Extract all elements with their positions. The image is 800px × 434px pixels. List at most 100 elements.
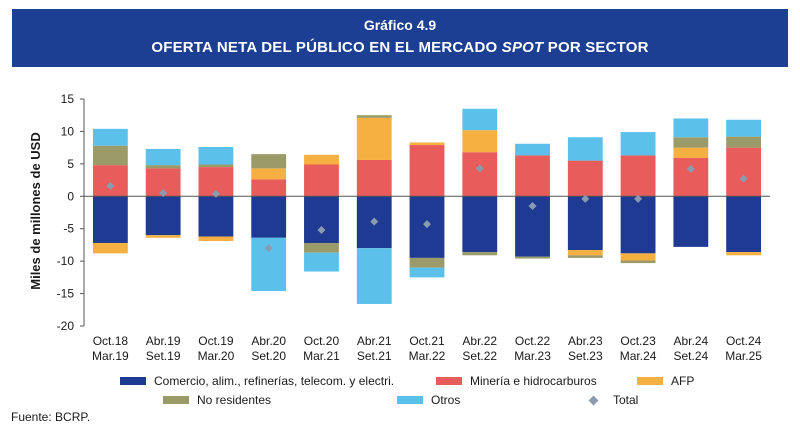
x-tick-label: Set.23 [568, 349, 603, 363]
x-tick-label: Oct.22 [515, 334, 551, 348]
source-note: Fuente: BCRP. [11, 410, 91, 424]
x-tick-label: Oct.21 [409, 334, 445, 348]
figure-number: Gráfico 4.9 [363, 17, 437, 33]
x-tick-label: Abr.23 [568, 334, 603, 348]
bar-segment-no_residentes [673, 137, 709, 148]
y-tick-label: -10 [57, 254, 75, 268]
bar-segment-afp [251, 168, 287, 180]
bar-segment-afp [92, 242, 128, 254]
total-marker [528, 202, 537, 211]
bar-segment-otros [567, 137, 603, 161]
bar-segment-comercio [567, 196, 603, 251]
x-tick-label: Abr.21 [357, 334, 392, 348]
bar-segment-mineria [92, 165, 128, 197]
bar-segment-mineria [356, 159, 392, 197]
bar-segment-afp [726, 252, 762, 256]
bar-segment-no_residentes [356, 115, 392, 118]
x-tick-label: Abr.20 [251, 334, 286, 348]
bar-segment-no_residentes [145, 165, 181, 169]
x-tick-label: Oct.19 [198, 334, 234, 348]
bar-segment-comercio [462, 196, 498, 253]
bar-segment-otros [92, 128, 128, 146]
bar-segment-otros [304, 252, 339, 272]
bar-segment-no_residentes [726, 136, 762, 148]
chart-header: Gráfico 4.9 OFERTA NETA DEL PÚBLICO EN E… [12, 9, 788, 67]
bar-segment-no_residentes [620, 260, 656, 264]
bar-segment-no_residentes [567, 255, 603, 258]
y-tick-label: -20 [57, 319, 75, 333]
x-tick-label: Mar.21 [303, 349, 340, 363]
x-tick-label: Mar.19 [92, 349, 129, 363]
bar-segment-otros [462, 108, 498, 131]
bar-segment-mineria [515, 155, 550, 197]
total-marker [581, 194, 590, 203]
bar-segment-comercio [92, 196, 128, 243]
bar-segment-afp [198, 236, 234, 242]
x-tick-label: Oct.24 [726, 334, 762, 348]
bar-segment-otros [515, 143, 550, 156]
bar-segment-otros [356, 248, 392, 304]
bar-segment-afp [567, 250, 603, 256]
bar-segment-no_residentes [198, 164, 234, 168]
bar-segment-mineria [462, 152, 498, 197]
x-tick-label: Oct.18 [93, 334, 129, 348]
y-tick-label: 5 [67, 157, 74, 171]
bar-segment-mineria [304, 164, 339, 197]
bar-segment-otros [409, 267, 445, 278]
bar-segment-afp [462, 130, 498, 153]
y-tick-label: -15 [57, 287, 75, 301]
x-tick-label: Mar.23 [514, 349, 551, 363]
bar-segment-no_residentes [409, 257, 445, 268]
y-tick-label: 15 [61, 92, 75, 106]
bar-segment-afp [409, 142, 445, 146]
chart-title: OFERTA NETA DEL PÚBLICO EN EL MERCADO SP… [151, 39, 649, 56]
bar-segment-comercio [145, 196, 181, 236]
total-marker [264, 244, 273, 253]
total-marker [211, 189, 220, 198]
bar-segment-mineria [409, 145, 445, 197]
bar-segment-mineria [726, 147, 762, 197]
y-axis-label: Miles de millones de USD [28, 132, 43, 290]
x-tick-label: Set.19 [146, 349, 181, 363]
total-marker [159, 189, 168, 198]
bar-segment-otros [726, 119, 762, 137]
bars-layer [92, 108, 762, 304]
bar-segment-afp [620, 253, 656, 261]
total-marker [686, 165, 695, 174]
bar-segment-comercio [673, 196, 709, 247]
x-tick-label: Set.22 [462, 349, 497, 363]
total-marker [475, 164, 484, 173]
bar-segment-otros [198, 146, 234, 165]
bar-segment-comercio [251, 196, 287, 238]
bar-segment-no_residentes [92, 145, 128, 166]
bar-segment-afp [673, 147, 709, 159]
bar-segment-comercio [726, 196, 762, 253]
bar-segment-mineria [251, 179, 287, 197]
bar-segment-no_residentes [462, 252, 498, 256]
bar-segment-comercio [198, 196, 234, 237]
bar-segment-otros [620, 132, 656, 156]
x-tick-label: Set.20 [251, 349, 286, 363]
bar-segment-afp [145, 235, 181, 238]
bar-segment-mineria [567, 160, 603, 197]
x-tick-label: Mar.20 [198, 349, 235, 363]
y-tick-label: -5 [63, 222, 74, 236]
x-tick-label: Set.24 [673, 349, 708, 363]
bar-segment-afp [304, 154, 339, 165]
total-marker [106, 181, 115, 190]
x-tick-label: Set.21 [357, 349, 392, 363]
bar-segment-otros [673, 118, 709, 138]
total-marker [423, 220, 431, 229]
bar-segment-no_residentes [251, 154, 287, 169]
total-marker [370, 217, 379, 226]
x-tick-label: Abr.22 [462, 334, 497, 348]
x-tick-label: Mar.22 [409, 349, 446, 363]
x-tick-label: Mar.24 [620, 349, 657, 363]
total-marker [317, 226, 326, 235]
total-markers-layer [106, 164, 748, 253]
bar-segment-comercio [620, 196, 656, 254]
bar-segment-mineria [673, 158, 709, 197]
bar-segment-mineria [620, 155, 656, 197]
